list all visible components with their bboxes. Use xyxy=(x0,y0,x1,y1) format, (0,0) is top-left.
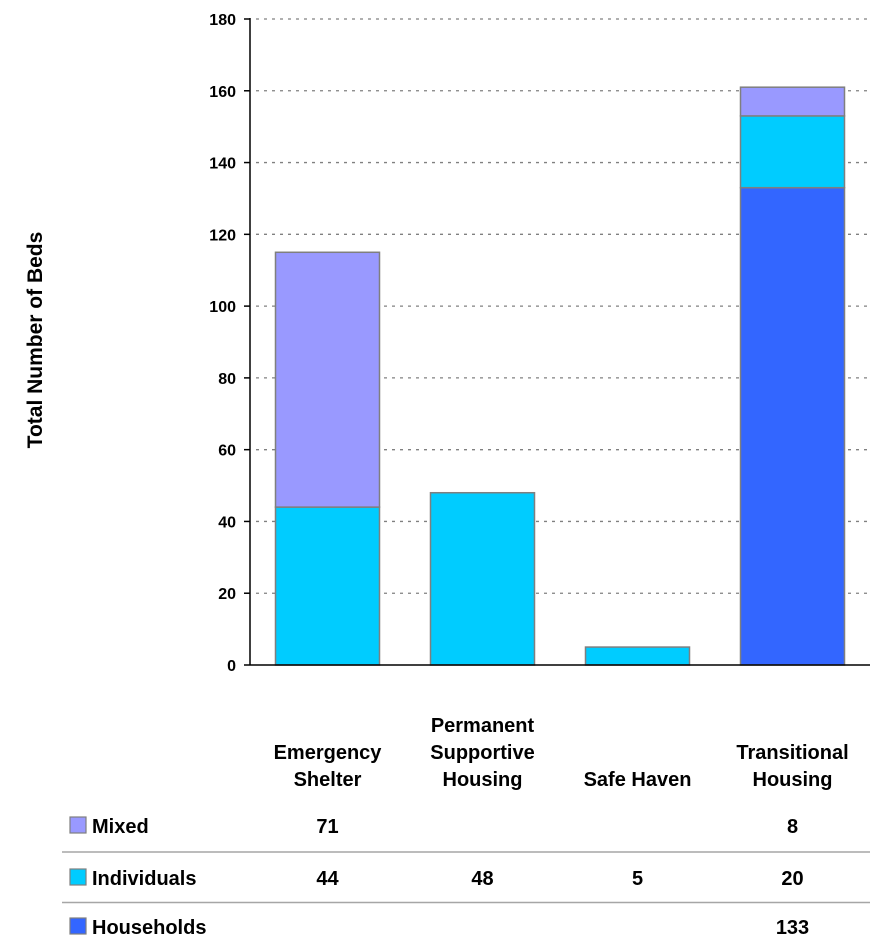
category-label-line: Permanent xyxy=(431,715,535,737)
table-cell-value: 48 xyxy=(471,868,493,890)
bar-individuals-1 xyxy=(429,491,536,666)
category-label-line: Supportive xyxy=(430,742,534,764)
category-label: Emergency Shelter xyxy=(274,742,383,791)
bar-individuals-2 xyxy=(584,646,691,666)
category-labels: Emergency Shelter Permanent Supportive Housi… xyxy=(274,715,849,791)
bar-households-3 xyxy=(739,186,846,666)
y-tick-label: 60 xyxy=(218,443,236,460)
legend-key-mixed xyxy=(69,816,87,834)
axes xyxy=(244,18,870,666)
y-tick-label: 100 xyxy=(209,299,236,316)
bar-mixed-0 xyxy=(274,251,381,508)
y-tick-label: 0 xyxy=(227,658,236,675)
table-cell-value: 5 xyxy=(632,868,643,890)
category-label: Safe Haven xyxy=(584,769,692,791)
bar-individuals-0 xyxy=(274,506,381,666)
table-row-label: Mixed xyxy=(92,816,149,838)
y-tick-label: 140 xyxy=(209,156,236,173)
table-cell-value: 44 xyxy=(316,868,339,890)
bars xyxy=(274,86,846,666)
category-label-line: Safe Haven xyxy=(584,769,692,791)
bar-mixed-3 xyxy=(739,86,846,117)
table-cell-value: 71 xyxy=(316,816,338,838)
data-table: Mixed 71 8 Individuals 44 48 5 20 Households 133 xyxy=(62,816,870,939)
bar-individuals-3 xyxy=(739,115,846,189)
table-cell-value: 133 xyxy=(776,917,809,939)
category-label-line: Transitional xyxy=(736,742,848,764)
category-label: Transitional Housing xyxy=(736,742,848,791)
y-tick-label: 40 xyxy=(218,514,236,531)
legend-key-households xyxy=(69,917,87,935)
category-label: Permanent Supportive Housing xyxy=(430,715,534,791)
y-tick-label: 120 xyxy=(209,227,236,244)
y-axis-title: Total Number of Beds xyxy=(24,232,47,449)
table-cell-value: 8 xyxy=(787,816,798,838)
table-cell-value: 20 xyxy=(781,868,803,890)
y-tick-labels: 0 20 40 60 80 100 120 140 160 180 xyxy=(209,12,236,675)
gridlines xyxy=(256,18,868,594)
y-tick-label: 160 xyxy=(209,84,236,101)
table-row-label: Households xyxy=(92,917,206,939)
category-label-line: Shelter xyxy=(294,769,362,791)
category-label-line: Housing xyxy=(443,769,523,791)
legend-key-individuals xyxy=(69,868,87,886)
y-tick-label: 80 xyxy=(218,371,236,388)
y-tick-label: 20 xyxy=(218,586,236,603)
category-label-line: Emergency xyxy=(274,742,383,764)
category-label-line: Housing xyxy=(753,769,833,791)
y-tick-label: 180 xyxy=(209,12,236,29)
table-row-label: Individuals xyxy=(92,868,196,890)
